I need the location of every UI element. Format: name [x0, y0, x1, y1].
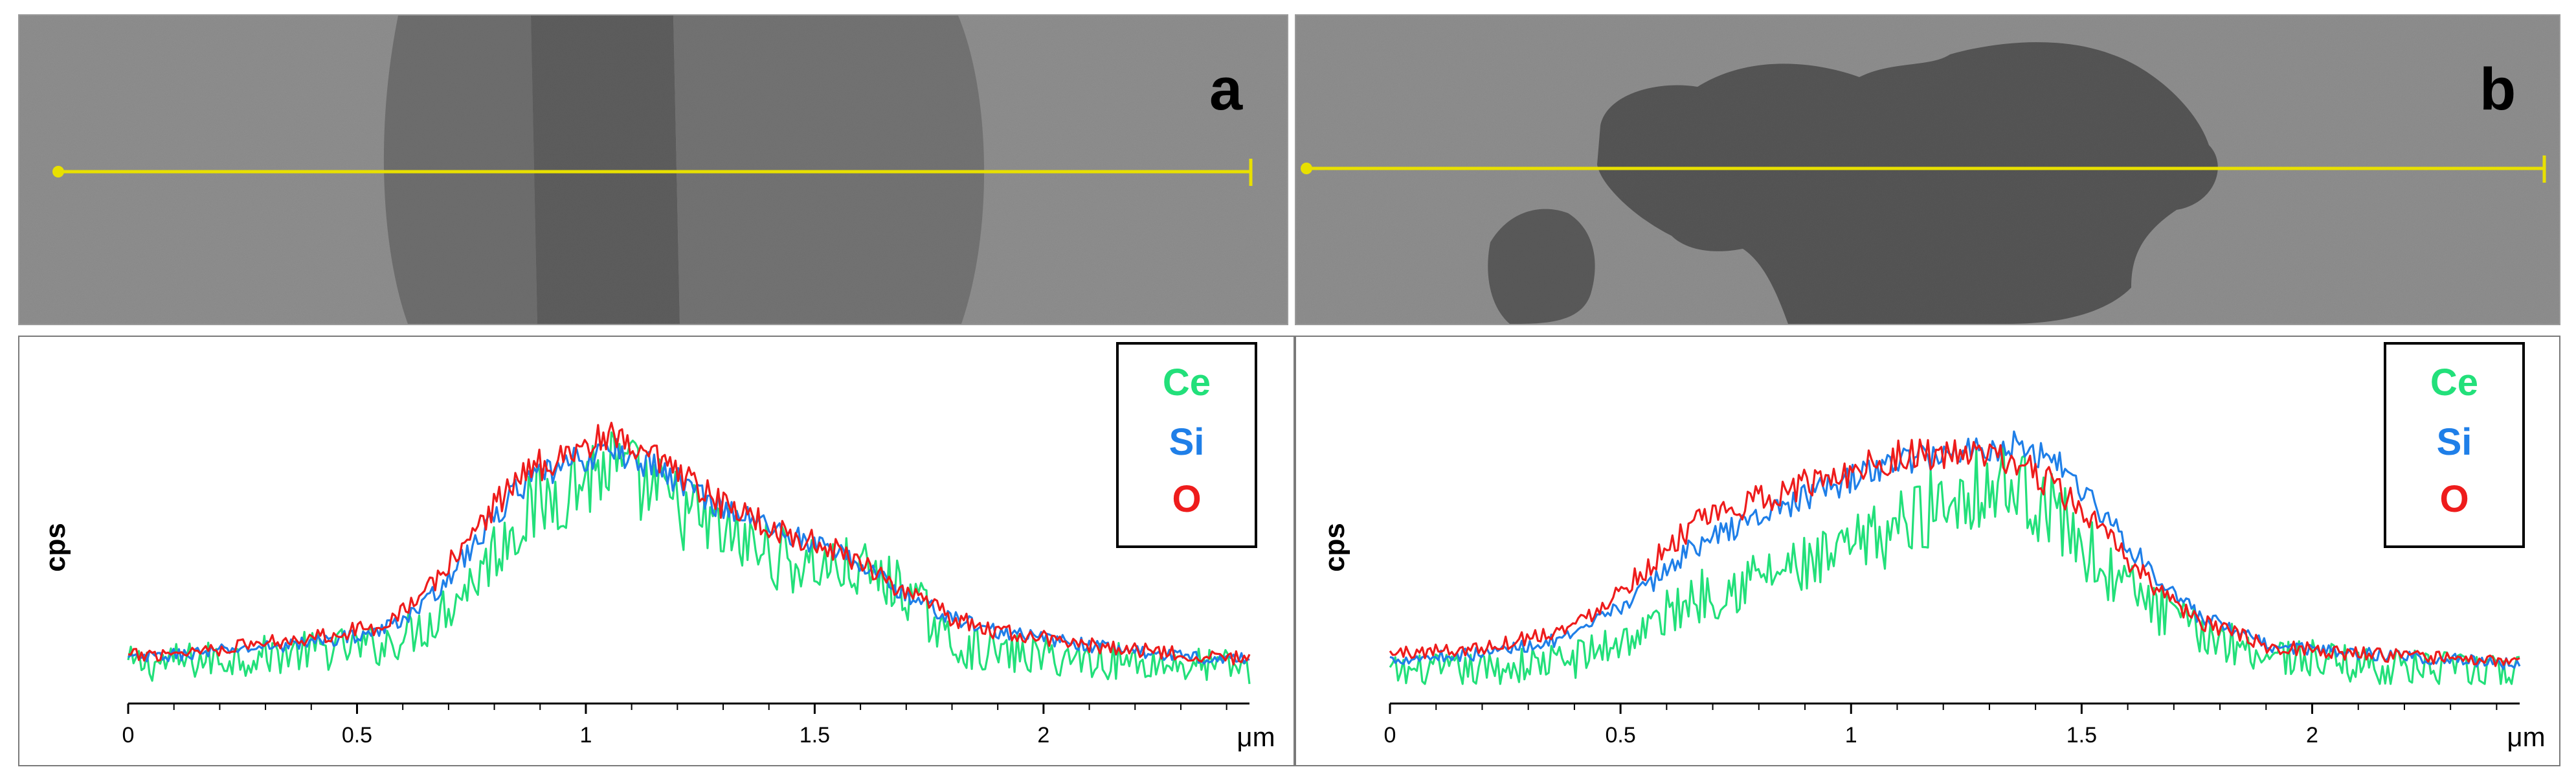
- panel-letter-b: b: [2480, 56, 2516, 122]
- chart-panel-a: 0 0.5 1 1.5 2 μm cps Ce Si O: [18, 336, 1295, 766]
- x-axis-label: μm: [2507, 722, 2545, 752]
- legend-item-o: O: [2439, 478, 2469, 520]
- legend-a: Ce Si O: [1116, 342, 1257, 548]
- x-tick-label: 1.5: [800, 723, 830, 748]
- micrograph-b-image: [1296, 16, 2559, 324]
- x-tick-label: 1: [1845, 723, 1857, 748]
- x-tick-label: 0.5: [342, 723, 372, 748]
- legend-item-ce: Ce: [1162, 361, 1211, 404]
- legend-item-o: O: [1172, 478, 1202, 520]
- micrograph-a: [18, 14, 1288, 325]
- series-line-si: [127, 438, 1250, 665]
- x-tick-label: 0.5: [1605, 723, 1635, 748]
- x-tick-label: 0: [122, 723, 135, 748]
- x-tick-label: 2: [1037, 723, 1049, 748]
- legend-item-ce: Ce: [2430, 361, 2479, 404]
- legend-item-si: Si: [1169, 421, 1205, 463]
- chart-panel-b: 0 0.5 1 1.5 2 μm cps Ce Si O: [1295, 336, 2560, 766]
- x-tick-label: 1: [579, 723, 592, 748]
- series-line-o: [128, 422, 1251, 666]
- series-line-ce: [127, 431, 1251, 684]
- micrograph-a-image: [19, 16, 1287, 324]
- legend-b: Ce Si O: [2384, 342, 2525, 548]
- x-tick-label: 1.5: [2066, 723, 2097, 748]
- line-chart-a: 0 0.5 1 1.5 2 μm: [122, 422, 1275, 752]
- panel-letter-a: a: [1209, 56, 1243, 122]
- series-line-ce: [1389, 441, 2520, 685]
- line-chart-b: 0 0.5 1 1.5 2 μm: [1384, 430, 2546, 752]
- micrograph-b: [1295, 14, 2560, 325]
- x-axis-label: μm: [1237, 722, 1275, 752]
- y-axis-label-a: cps: [39, 523, 71, 572]
- x-tick-label: 2: [2306, 723, 2318, 748]
- legend-item-si: Si: [2436, 421, 2472, 463]
- series-line-si: [1389, 430, 2521, 670]
- series-line-o: [1389, 439, 2520, 667]
- y-axis-label-b: cps: [1318, 523, 1350, 572]
- x-tick-label: 0: [1384, 723, 1396, 748]
